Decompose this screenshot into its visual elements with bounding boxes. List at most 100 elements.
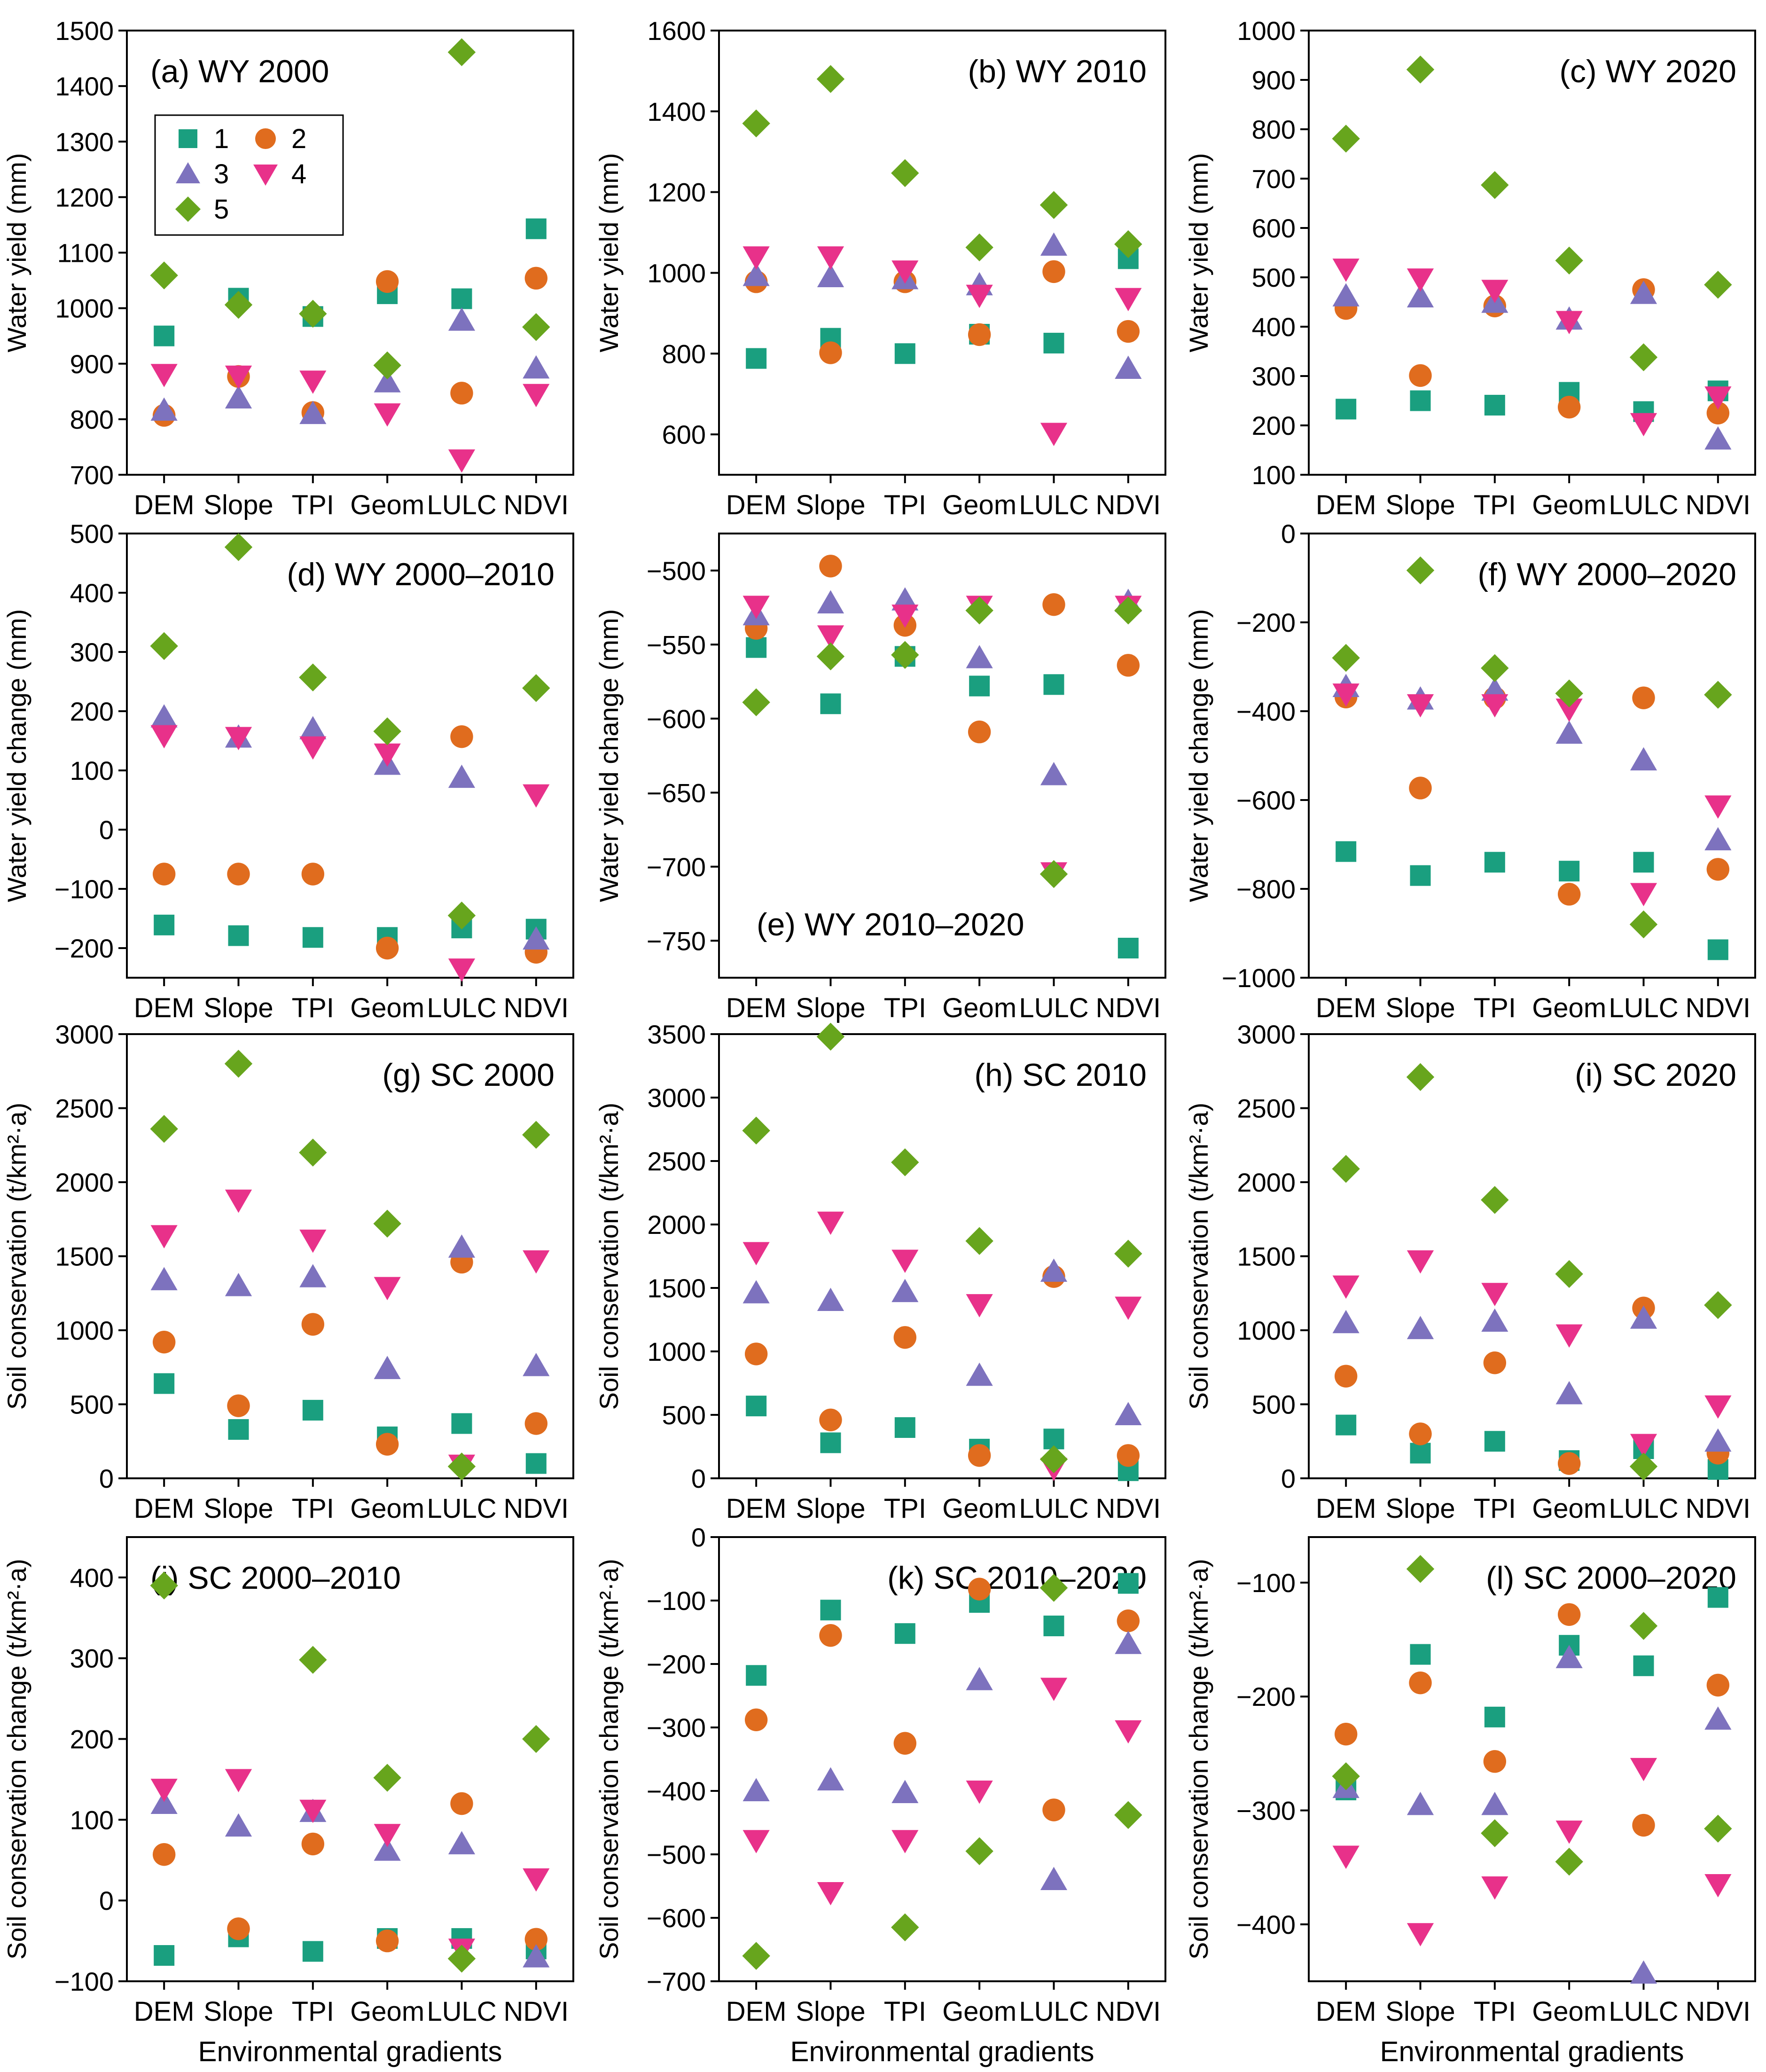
point-s3-tpi [891,1279,919,1303]
y-tick-label: 600 [662,420,706,449]
point-s3-geom [966,1667,993,1690]
point-s2-slope [227,1394,250,1417]
point-s3-dem [1332,283,1360,306]
x-tick-label: Slope [796,993,865,1023]
point-s3-dem [742,1778,770,1801]
point-s2-geom [968,1444,991,1467]
point-s2-slope [1409,777,1432,800]
y-axis-label: Water yield change (mm) [1184,609,1213,902]
point-s2-geom [968,720,991,744]
point-s5-dem [150,1571,178,1600]
x-tick-label: Slope [796,490,865,520]
point-s1-tpi [1484,1706,1505,1727]
point-s1-dem [1336,1414,1357,1436]
y-tick-label: 1300 [55,127,114,157]
point-s4-tpi [1481,280,1508,303]
point-s3-slope [225,1813,252,1837]
point-s5-tpi [1481,171,1509,199]
y-tick-label: 900 [70,349,114,379]
panel-title: (k) SC 2010–2020 [887,1560,1147,1596]
y-tick-label: 400 [70,1563,114,1593]
panel-h: 0 500 1000 1500 2000 2500 3000 3500 DEM Slope TPI G… [594,1020,1166,1524]
point-s5-ndvi [1704,1291,1732,1319]
point-s2-slope [819,341,842,364]
point-s5-tpi [1481,654,1509,683]
point-s4-slope [1407,1923,1434,1946]
point-s5-ndvi [1704,681,1732,709]
point-s5-slope [224,533,253,561]
point-s3-lulc [1630,1305,1657,1329]
plot-frame [1308,1536,1756,1982]
point-s5-ndvi [522,313,550,341]
point-s1-slope [1410,1644,1431,1665]
panel-title: (a) WY 2000 [150,54,329,89]
legend-label: 5 [214,194,229,225]
y-tick-label: −200 [647,1649,706,1679]
point-s1-ndvi [525,1453,547,1474]
y-tick-label: 900 [1252,65,1296,95]
x-tick-label: TPI [884,993,926,1023]
x-tick-label: DEM [134,490,195,520]
point-s4-slope [817,625,844,649]
y-tick-label: 2000 [55,1168,114,1197]
y-axis-label: Water yield (mm) [2,153,31,352]
legend-marker-4 [253,165,278,186]
y-tick-label: 500 [70,519,114,549]
y-axis-label: Soil conservation (t/km²·a) [2,1103,31,1410]
point-s1-ndvi [525,218,547,239]
y-tick-label: 100 [70,756,114,785]
y-tick-label: 500 [70,1390,114,1420]
point-s2-dem [152,1331,176,1354]
point-s1-geom [969,675,990,697]
panel-l: −400 −300 −200 −100 DEM Slope TPI Geom LULC NDVI S… [1184,1536,1756,2067]
y-tick-label: 2500 [647,1146,706,1176]
point-s5-tpi [891,1913,919,1941]
point-s3-lulc [1040,1867,1068,1890]
y-tick-label: 1500 [647,1273,706,1303]
y-tick-label: 2000 [1237,1168,1296,1197]
point-s2-lulc [1632,1813,1655,1837]
point-s1-slope [1410,1443,1431,1464]
y-tick-label: −400 [647,1776,706,1806]
x-tick-label: DEM [134,1996,195,2027]
y-tick-label: 0 [99,815,114,845]
x-tick-label: Slope [796,1996,865,2027]
point-s5-lulc [447,1452,476,1481]
point-s4-dem [1332,683,1360,707]
x-tick-label: Slope [1385,1493,1455,1524]
x-tick-label: LULC [427,490,496,520]
x-tick-label: Slope [796,1493,865,1524]
point-s3-ndvi [523,355,550,379]
point-s3-slope [1407,1791,1434,1815]
point-s4-lulc [1630,413,1657,437]
point-s2-tpi [1483,1750,1507,1773]
y-axis-label: Water yield (mm) [1184,153,1213,352]
point-s2-tpi [1483,1351,1507,1374]
point-s4-lulc [1630,883,1657,906]
point-s4-dem [1332,1845,1360,1869]
x-tick-label: Geom [942,490,1016,520]
point-s1-slope [820,1600,841,1621]
x-axis-title: Environmental gradients [1380,2036,1684,2067]
point-s4-tpi [891,1830,919,1853]
y-axis-label: Soil conservation change (t/km²·a) [2,1559,31,1960]
x-tick-label: NDVI [504,490,569,520]
panel-e: −750 −700 −650 −600 −550 −500 DEM Slope TPI Geom L… [594,533,1166,1023]
legend: 1 2 3 4 5 [154,114,344,236]
point-s4-geom [966,284,993,308]
point-s3-lulc [1040,761,1068,785]
point-s5-slope [816,1022,845,1051]
point-s4-dem [150,725,178,749]
point-s3-tpi [891,1780,919,1804]
point-s2-slope [227,863,250,886]
y-tick-label: 1500 [55,16,114,46]
panel-title: (b) WY 2010 [968,54,1147,89]
point-s4-lulc [1040,1678,1068,1701]
y-tick-label: 300 [1252,361,1296,391]
x-tick-label: NDVI [1096,1996,1161,2027]
x-tick-label: DEM [1316,1493,1376,1524]
point-s3-tpi [299,1264,327,1287]
point-s5-ndvi [1114,596,1142,625]
y-tick-label: −500 [647,1840,706,1869]
